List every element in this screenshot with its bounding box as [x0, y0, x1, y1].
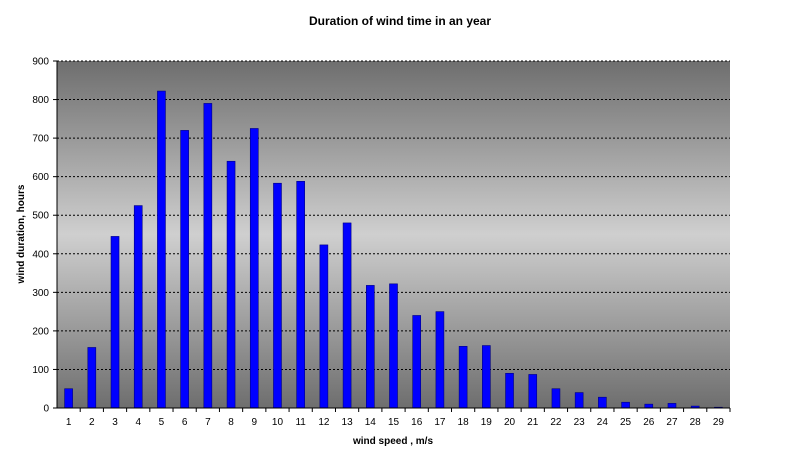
- x-tick-label: 3: [112, 417, 118, 428]
- y-tick-label: 900: [32, 57, 49, 68]
- y-tick-label: 500: [32, 211, 49, 222]
- x-tick-label: 7: [205, 417, 211, 428]
- x-tick-label: 1: [66, 417, 72, 428]
- bar: [226, 160, 236, 409]
- bar: [110, 236, 120, 409]
- bar: [87, 347, 97, 409]
- y-tick-label: 0: [43, 404, 49, 415]
- x-tick-label: 15: [388, 417, 400, 428]
- bar: [598, 396, 607, 409]
- bar: [342, 222, 352, 409]
- bar: [319, 244, 329, 409]
- x-tick-label: 22: [550, 417, 562, 428]
- x-tick-label: 11: [295, 417, 306, 428]
- x-tick-label: 4: [135, 417, 141, 428]
- x-tick-label: 12: [318, 417, 330, 428]
- bar: [551, 388, 561, 409]
- x-tick-label: 27: [666, 417, 678, 428]
- y-tick-label: 400: [32, 249, 49, 260]
- y-tick-label: 700: [32, 134, 49, 145]
- x-tick-label: 25: [620, 417, 632, 428]
- x-tick-label: 24: [597, 417, 609, 428]
- y-tick-label: 300: [32, 288, 49, 299]
- bar: [180, 130, 189, 409]
- x-tick-label: 2: [89, 417, 95, 428]
- y-tick-label: 100: [32, 365, 49, 376]
- y-axis-label: wind duration, hours: [16, 184, 27, 284]
- bar: [621, 401, 630, 409]
- bar: [644, 403, 654, 409]
- bar: [389, 283, 398, 409]
- bar: [574, 392, 584, 409]
- bar: [249, 128, 259, 409]
- bar: [482, 345, 491, 409]
- x-tick-label: 23: [574, 417, 586, 428]
- x-tick-label: 19: [481, 417, 493, 428]
- x-axis-ticks: 1 2 3 4 5 6 7 8 9 10 11 12 13 14 15 16 17 18 19 20 21 22 23 24 2…: [66, 408, 731, 428]
- bar: [64, 388, 73, 409]
- bar: [203, 103, 213, 409]
- y-tick-label: 600: [32, 172, 49, 183]
- x-tick-label: 10: [272, 417, 284, 428]
- y-axis-ticks: 0 100 200 300 400 500 600 700 800 900: [32, 57, 57, 415]
- y-tick-label: 800: [32, 95, 49, 106]
- x-tick-label: 5: [159, 417, 165, 428]
- x-tick-label: 28: [690, 417, 702, 428]
- bar: [667, 403, 677, 409]
- x-tick-label: 13: [342, 417, 354, 428]
- bar: [133, 205, 143, 409]
- x-tick-label: 6: [182, 417, 188, 428]
- chart-title: Duration of wind time in an year: [309, 14, 491, 28]
- bars: [64, 90, 723, 409]
- x-tick-label: 9: [251, 417, 257, 428]
- x-tick-label: 14: [365, 417, 377, 428]
- bar: [412, 315, 422, 409]
- bar: [505, 372, 514, 409]
- x-tick-label: 16: [411, 417, 423, 428]
- bar: [273, 182, 282, 409]
- x-tick-label: 8: [228, 417, 234, 428]
- x-tick-label: 18: [458, 417, 470, 428]
- x-axis-label: wind speed , m/s: [352, 436, 433, 447]
- bar: [365, 285, 375, 409]
- bar: [157, 90, 166, 409]
- bar: [296, 180, 305, 409]
- x-tick-label: 29: [713, 417, 725, 428]
- y-tick-label: 200: [32, 326, 49, 337]
- bar: [435, 311, 445, 409]
- x-tick-label: 26: [643, 417, 655, 428]
- bar: [458, 346, 468, 409]
- x-tick-label: 21: [527, 417, 539, 428]
- x-tick-label: 20: [504, 417, 516, 428]
- x-tick-label: 17: [434, 417, 446, 428]
- bar: [528, 374, 538, 409]
